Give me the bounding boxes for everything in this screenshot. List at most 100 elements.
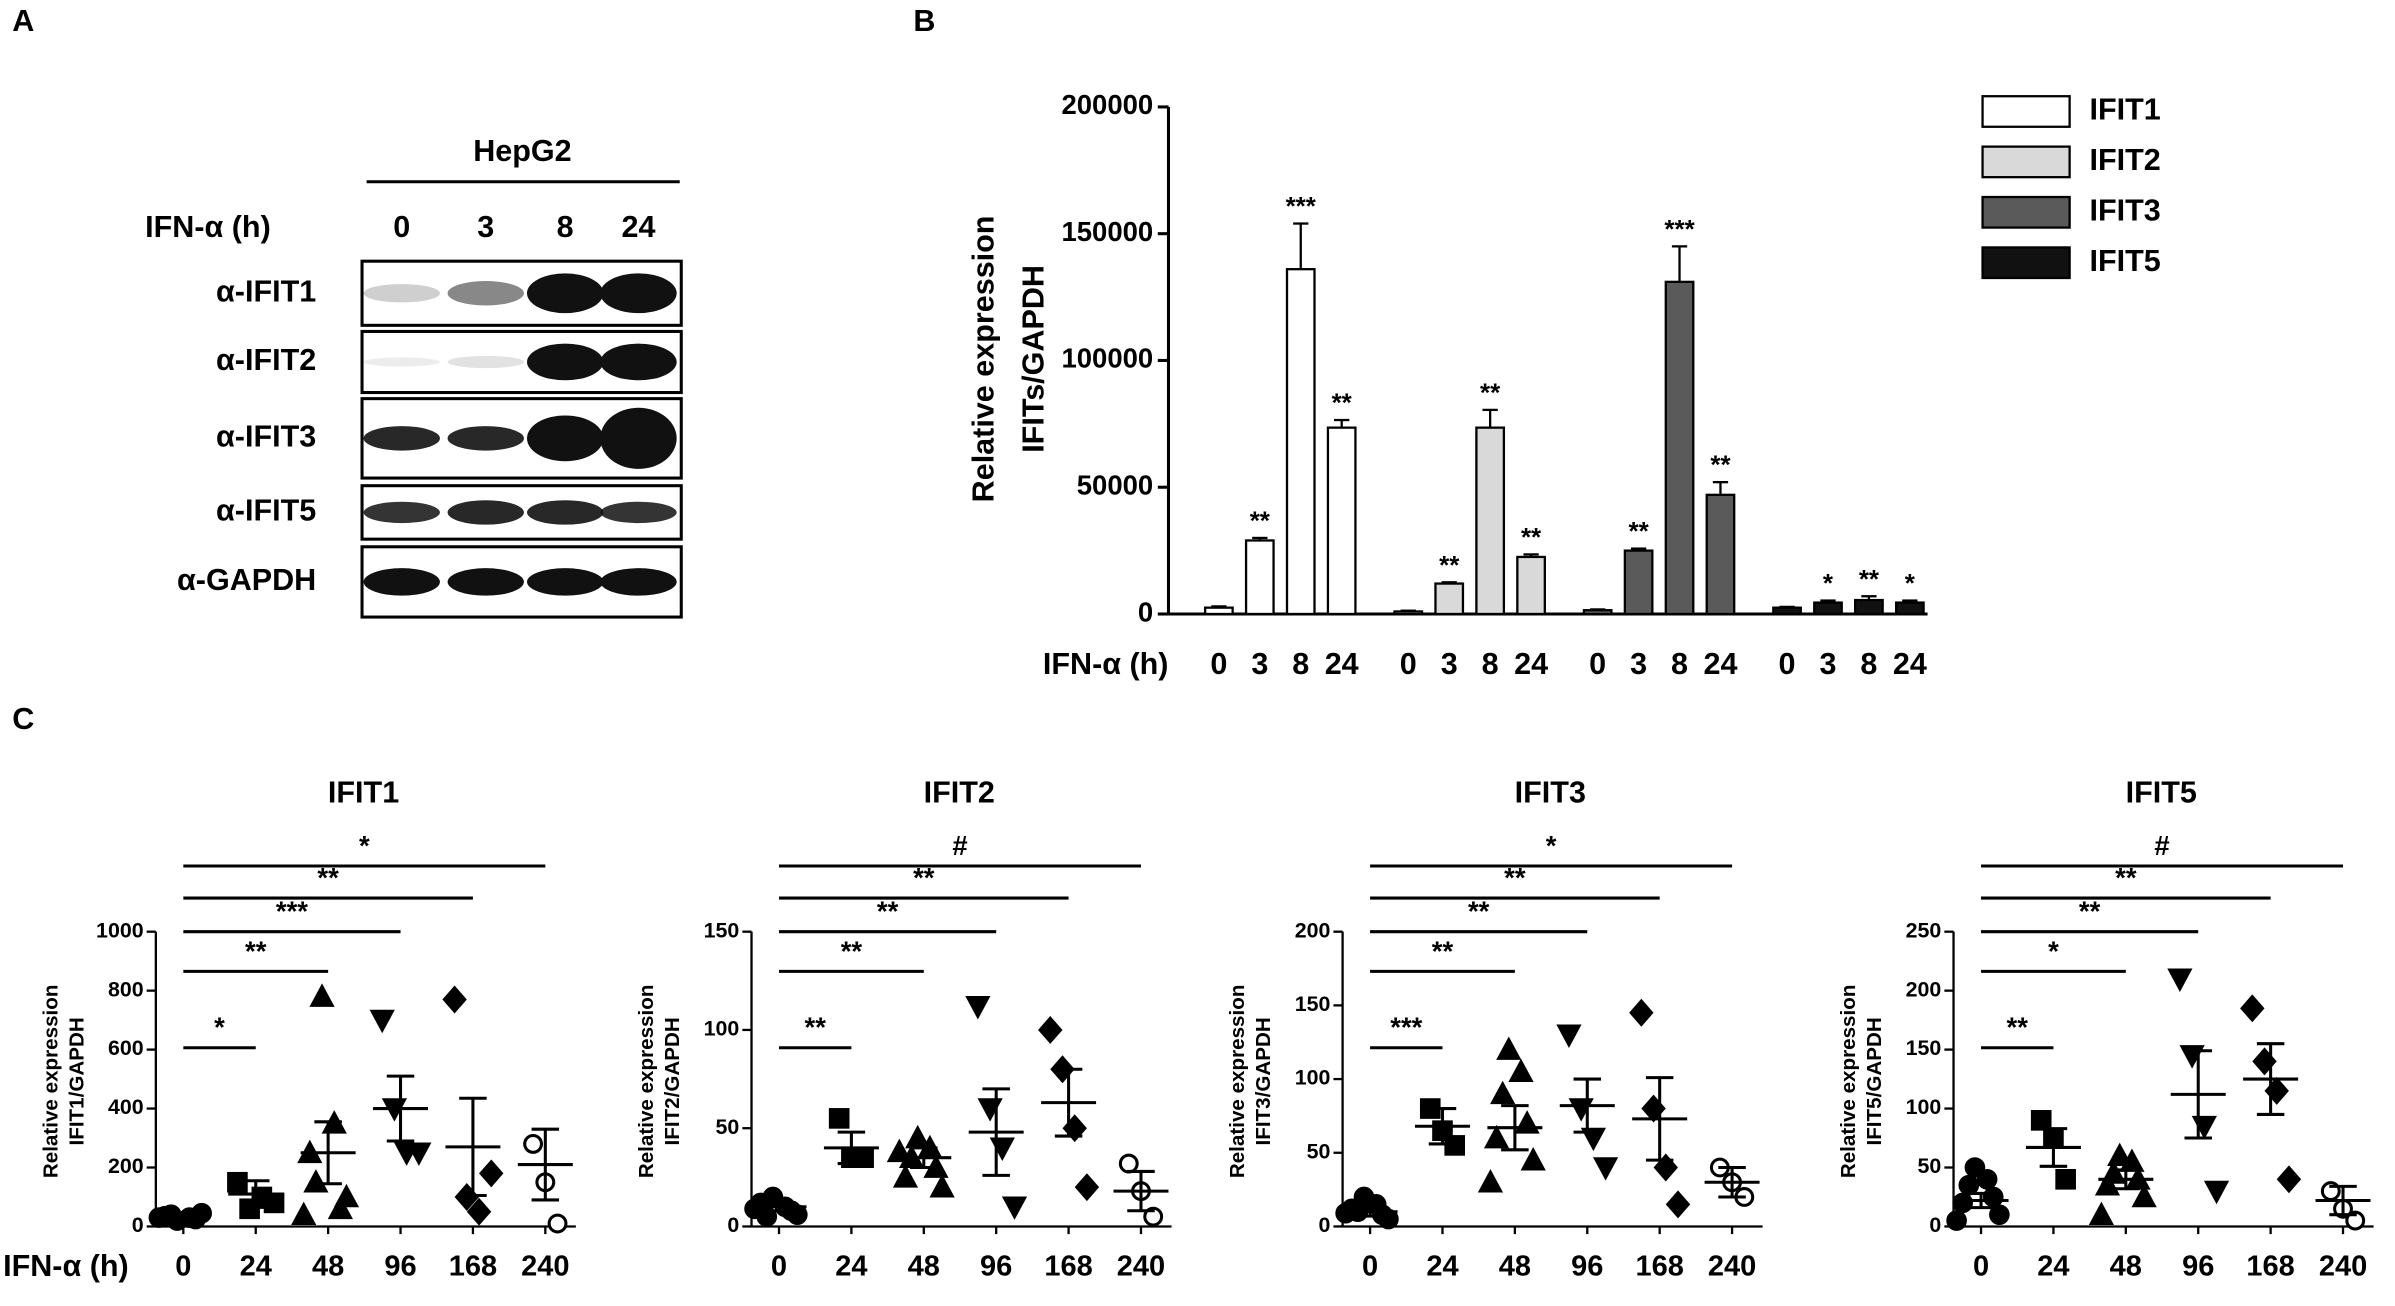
x-tick-label: 24 <box>1514 647 1548 681</box>
band <box>600 343 677 381</box>
significance-label: # <box>2154 830 2169 861</box>
treatment-label: IFN-α (h) <box>145 210 271 244</box>
y-tick-label: 200 <box>1906 977 1942 1001</box>
band <box>600 407 677 469</box>
panel-label: C <box>12 702 34 736</box>
significance-label: ** <box>1332 388 1353 418</box>
y-axis-label: IFIT1/GAPDH <box>65 1017 88 1145</box>
point <box>1038 1015 1063 1044</box>
bar <box>1285 268 1316 616</box>
y-tick-label: 50000 <box>1077 469 1153 500</box>
legend-swatch <box>1981 195 2071 229</box>
bar <box>1582 609 1613 616</box>
x-tick-label: 168 <box>1044 1250 1092 1282</box>
significance-label: ** <box>877 896 899 927</box>
significance-label: ** <box>1480 377 1501 407</box>
point <box>479 1159 504 1188</box>
point <box>309 983 335 1007</box>
point <box>1520 1147 1546 1171</box>
legend-label: IFIT5 <box>2089 244 2160 278</box>
y-tick-label: 200000 <box>1061 89 1153 120</box>
x-tick-label: 8 <box>1292 647 1309 681</box>
point <box>1946 1210 1967 1231</box>
point <box>1001 1196 1028 1220</box>
blot-row-label: α-IFIT5 <box>216 493 316 527</box>
x-tick-label: 3 <box>1251 647 1268 681</box>
x-tick-label: 3 <box>1819 647 1836 681</box>
y-tick-label: 600 <box>108 1036 144 1060</box>
x-tick-label: 240 <box>521 1250 569 1282</box>
y-tick-label: 100 <box>1906 1095 1942 1119</box>
point <box>1477 1169 1504 1193</box>
significance-label: ** <box>1628 516 1649 546</box>
bar <box>1326 426 1357 616</box>
y-tick-label: 100 <box>704 1017 740 1041</box>
significance-label: ** <box>1468 896 1490 927</box>
y-tick-label: 400 <box>108 1095 144 1119</box>
blot-row-label: α-IFIT3 <box>216 419 316 453</box>
point <box>1508 1058 1534 1083</box>
x-tick-label: 0 <box>175 1250 191 1282</box>
legend-swatch <box>1981 246 2071 280</box>
y-tick-label: 0 <box>1138 596 1153 627</box>
bar <box>1705 493 1736 616</box>
x-tick-label: 48 <box>2110 1250 2142 1282</box>
band <box>363 501 440 524</box>
significance-label: ** <box>1439 550 1460 580</box>
significance-label: *** <box>1664 214 1695 244</box>
point <box>1958 1174 1980 1196</box>
legend-label: IFIT3 <box>2089 193 2160 227</box>
band <box>526 500 604 525</box>
chart-title: IFIT5 <box>2126 775 2197 809</box>
y-tick-label: 150 <box>1906 1036 1942 1060</box>
band <box>363 426 440 451</box>
significance-label: ** <box>2079 896 2101 927</box>
blot-row-label: α-GAPDH <box>177 563 316 597</box>
y-axis-label: IFIT2/GAPDH <box>661 1017 684 1145</box>
chart-title: IFIT3 <box>1515 775 1586 809</box>
band <box>600 568 677 596</box>
band <box>600 273 677 314</box>
x-tick-label: 168 <box>2246 1250 2294 1282</box>
point <box>828 1108 850 1129</box>
significance-label: *** <box>276 896 308 927</box>
y-tick-label: 0 <box>1318 1213 1330 1237</box>
band <box>447 281 524 306</box>
point <box>1514 1110 1540 1134</box>
point <box>442 985 467 1014</box>
y-tick-label: 50 <box>716 1115 740 1139</box>
significance-label: * <box>1546 830 1557 861</box>
x-tick-label: 24 <box>2037 1250 2069 1282</box>
significance-label: * <box>1905 568 1916 598</box>
point <box>406 1142 432 1166</box>
y-axis-label: IFITs/GAPDH <box>1017 265 1051 453</box>
y-tick-label: 150 <box>704 918 740 942</box>
x-tick-label: 0 <box>1362 1250 1378 1282</box>
legend-label: IFIT2 <box>2089 143 2160 177</box>
y-tick-label: 150 <box>1295 992 1331 1016</box>
band <box>447 355 524 369</box>
x-tick-label: 24 <box>1703 647 1737 681</box>
y-tick-label: 100000 <box>1061 343 1153 374</box>
point <box>523 1133 544 1154</box>
point <box>2088 1201 2114 1225</box>
point <box>929 1174 955 1198</box>
band <box>363 284 440 303</box>
y-tick-label: 0 <box>1929 1213 1941 1237</box>
point <box>2276 1165 2302 1194</box>
y-axis-label: IFIT3/GAPDH <box>1252 1017 1275 1145</box>
bar <box>1623 549 1654 616</box>
point <box>1496 1036 1522 1060</box>
point <box>2131 1183 2157 1208</box>
band <box>447 426 524 451</box>
point <box>1665 1190 1691 1219</box>
x-tick-label: 240 <box>2319 1250 2367 1282</box>
x-tick-label: 48 <box>908 1250 940 1282</box>
y-tick-label: 0 <box>727 1213 739 1237</box>
x-tick-label: 8 <box>1671 647 1688 681</box>
legend-swatch <box>1981 95 2071 128</box>
point <box>1143 1206 1164 1227</box>
point <box>2107 1142 2133 1167</box>
y-axis-label: Relative expression <box>39 985 62 1179</box>
x-tick-label: 24 <box>240 1250 272 1282</box>
